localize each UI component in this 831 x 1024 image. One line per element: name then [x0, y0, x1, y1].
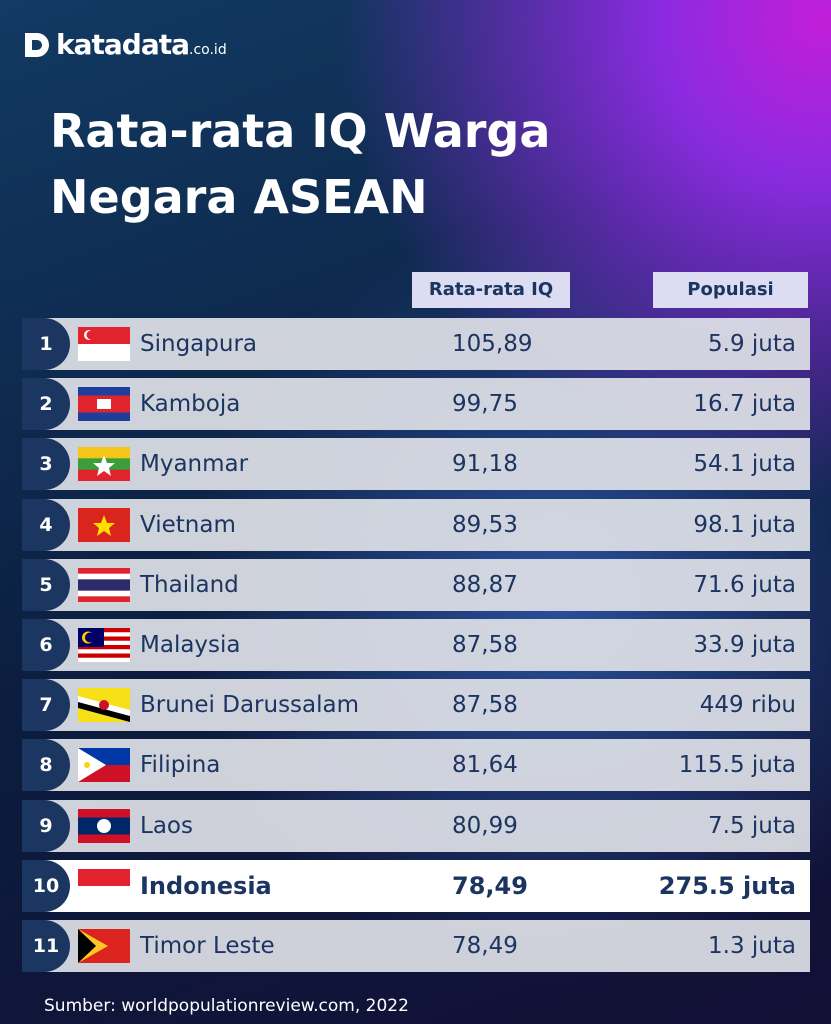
logo-text: katadata	[56, 28, 190, 61]
country-name: Timor Leste	[140, 933, 275, 959]
population-value: 54.1 juta	[693, 451, 796, 478]
flag	[78, 688, 130, 726]
column-header: Populasi	[653, 272, 808, 308]
flag-icon	[78, 868, 130, 904]
country-name: Myanmar	[140, 451, 249, 478]
flag-icon	[78, 567, 130, 603]
population-value: 115.5 juta	[678, 752, 796, 779]
country-name: Brunei Darussalam	[140, 692, 360, 719]
column-header: Rata-rata IQ	[412, 272, 570, 308]
rank-badge: 5	[22, 558, 70, 611]
table-row: 7 Brunei Darussalam 87,58 449 ribu	[22, 679, 810, 732]
flag-icon	[78, 688, 130, 723]
flag-icon	[78, 447, 130, 482]
flag-icon	[78, 507, 130, 543]
flag	[78, 808, 130, 847]
table-row: 3 Myanmar 91,18 54.1 juta	[22, 438, 810, 491]
logo-icon	[25, 32, 49, 57]
iq-value: 87,58	[452, 692, 518, 719]
flag	[78, 748, 130, 786]
population-value: 1.3 juta	[708, 933, 796, 959]
flag	[78, 628, 130, 666]
table-row: 2 Kamboja 99,75 16.7 juta	[22, 378, 810, 431]
population-value: 5.9 juta	[708, 331, 796, 357]
country-name: Malaysia	[140, 632, 241, 658]
table-row: 5 Thailand 88,87 71.6 juta	[22, 558, 810, 611]
population-value: 33.9 juta	[693, 632, 796, 658]
iq-value: 91,18	[452, 451, 518, 478]
iq-value: 80,99	[452, 812, 518, 839]
rank-badge: 10	[22, 859, 70, 912]
rank-badge: 2	[22, 378, 70, 431]
rank-badge: 6	[22, 619, 70, 671]
population-value: 7.5 juta	[708, 812, 796, 839]
rank-badge: 4	[22, 498, 70, 551]
population-value: 16.7 juta	[693, 391, 796, 418]
iq-value: 78,49	[452, 933, 518, 959]
country-name: Filipina	[140, 752, 221, 779]
logo: katadata .co.id	[22, 28, 227, 61]
iq-value: 88,87	[452, 571, 518, 598]
flag-icon	[78, 327, 130, 362]
rank-badge: 7	[22, 679, 70, 732]
rank-badge: 3	[22, 438, 70, 491]
iq-value: 87,58	[452, 632, 518, 658]
flag-icon	[78, 748, 130, 783]
flag	[78, 387, 130, 425]
population-value: 98.1 juta	[693, 511, 796, 538]
flag	[78, 327, 130, 365]
iq-value: 99,75	[452, 391, 518, 418]
population-value: 275.5 juta	[658, 871, 796, 900]
table-row: 9 Laos 80,99 7.5 juta	[22, 799, 810, 852]
country-name: Indonesia	[140, 871, 272, 900]
country-name: Thailand	[140, 571, 239, 598]
table-row: 11 Timor Leste 78,49 1.3 juta	[22, 920, 810, 972]
rank-badge: 9	[22, 799, 70, 852]
table-row: 4 Vietnam 89,53 98.1 juta	[22, 498, 810, 551]
flag	[78, 868, 130, 907]
table-row: 8 Filipina 81,64 115.5 juta	[22, 739, 810, 792]
flag-icon	[78, 387, 130, 422]
country-name: Kamboja	[140, 391, 241, 418]
country-name: Laos	[140, 812, 193, 839]
iq-value: 89,53	[452, 511, 518, 538]
flag	[78, 447, 130, 485]
population-value: 71.6 juta	[693, 571, 796, 598]
flag	[78, 507, 130, 546]
flag	[78, 929, 130, 967]
title-line: Rata-rata IQ Warga	[50, 104, 551, 158]
flag	[78, 567, 130, 606]
iq-value: 105,89	[452, 331, 533, 357]
rank-badge: 11	[22, 920, 70, 972]
country-name: Vietnam	[140, 511, 236, 538]
table-row: 10 Indonesia 78,49 275.5 juta	[22, 859, 810, 912]
title-line: Negara ASEAN	[50, 170, 428, 224]
iq-value: 81,64	[452, 752, 518, 779]
iq-value: 78,49	[452, 871, 528, 900]
table-row: 6 Malaysia 87,58 33.9 juta	[22, 619, 810, 671]
rank-badge: 8	[22, 739, 70, 792]
flag-icon	[78, 628, 130, 663]
table-row: 1 Singapura 105,89 5.9 juta	[22, 318, 810, 370]
population-value: 449 ribu	[699, 692, 796, 719]
flag-icon	[78, 929, 130, 964]
country-name: Singapura	[140, 331, 257, 357]
source: Sumber: worldpopulationreview.com, 2022	[44, 996, 409, 1016]
rank-badge: 1	[22, 318, 70, 370]
flag-icon	[78, 808, 130, 844]
logo-suffix: .co.id	[189, 42, 227, 58]
